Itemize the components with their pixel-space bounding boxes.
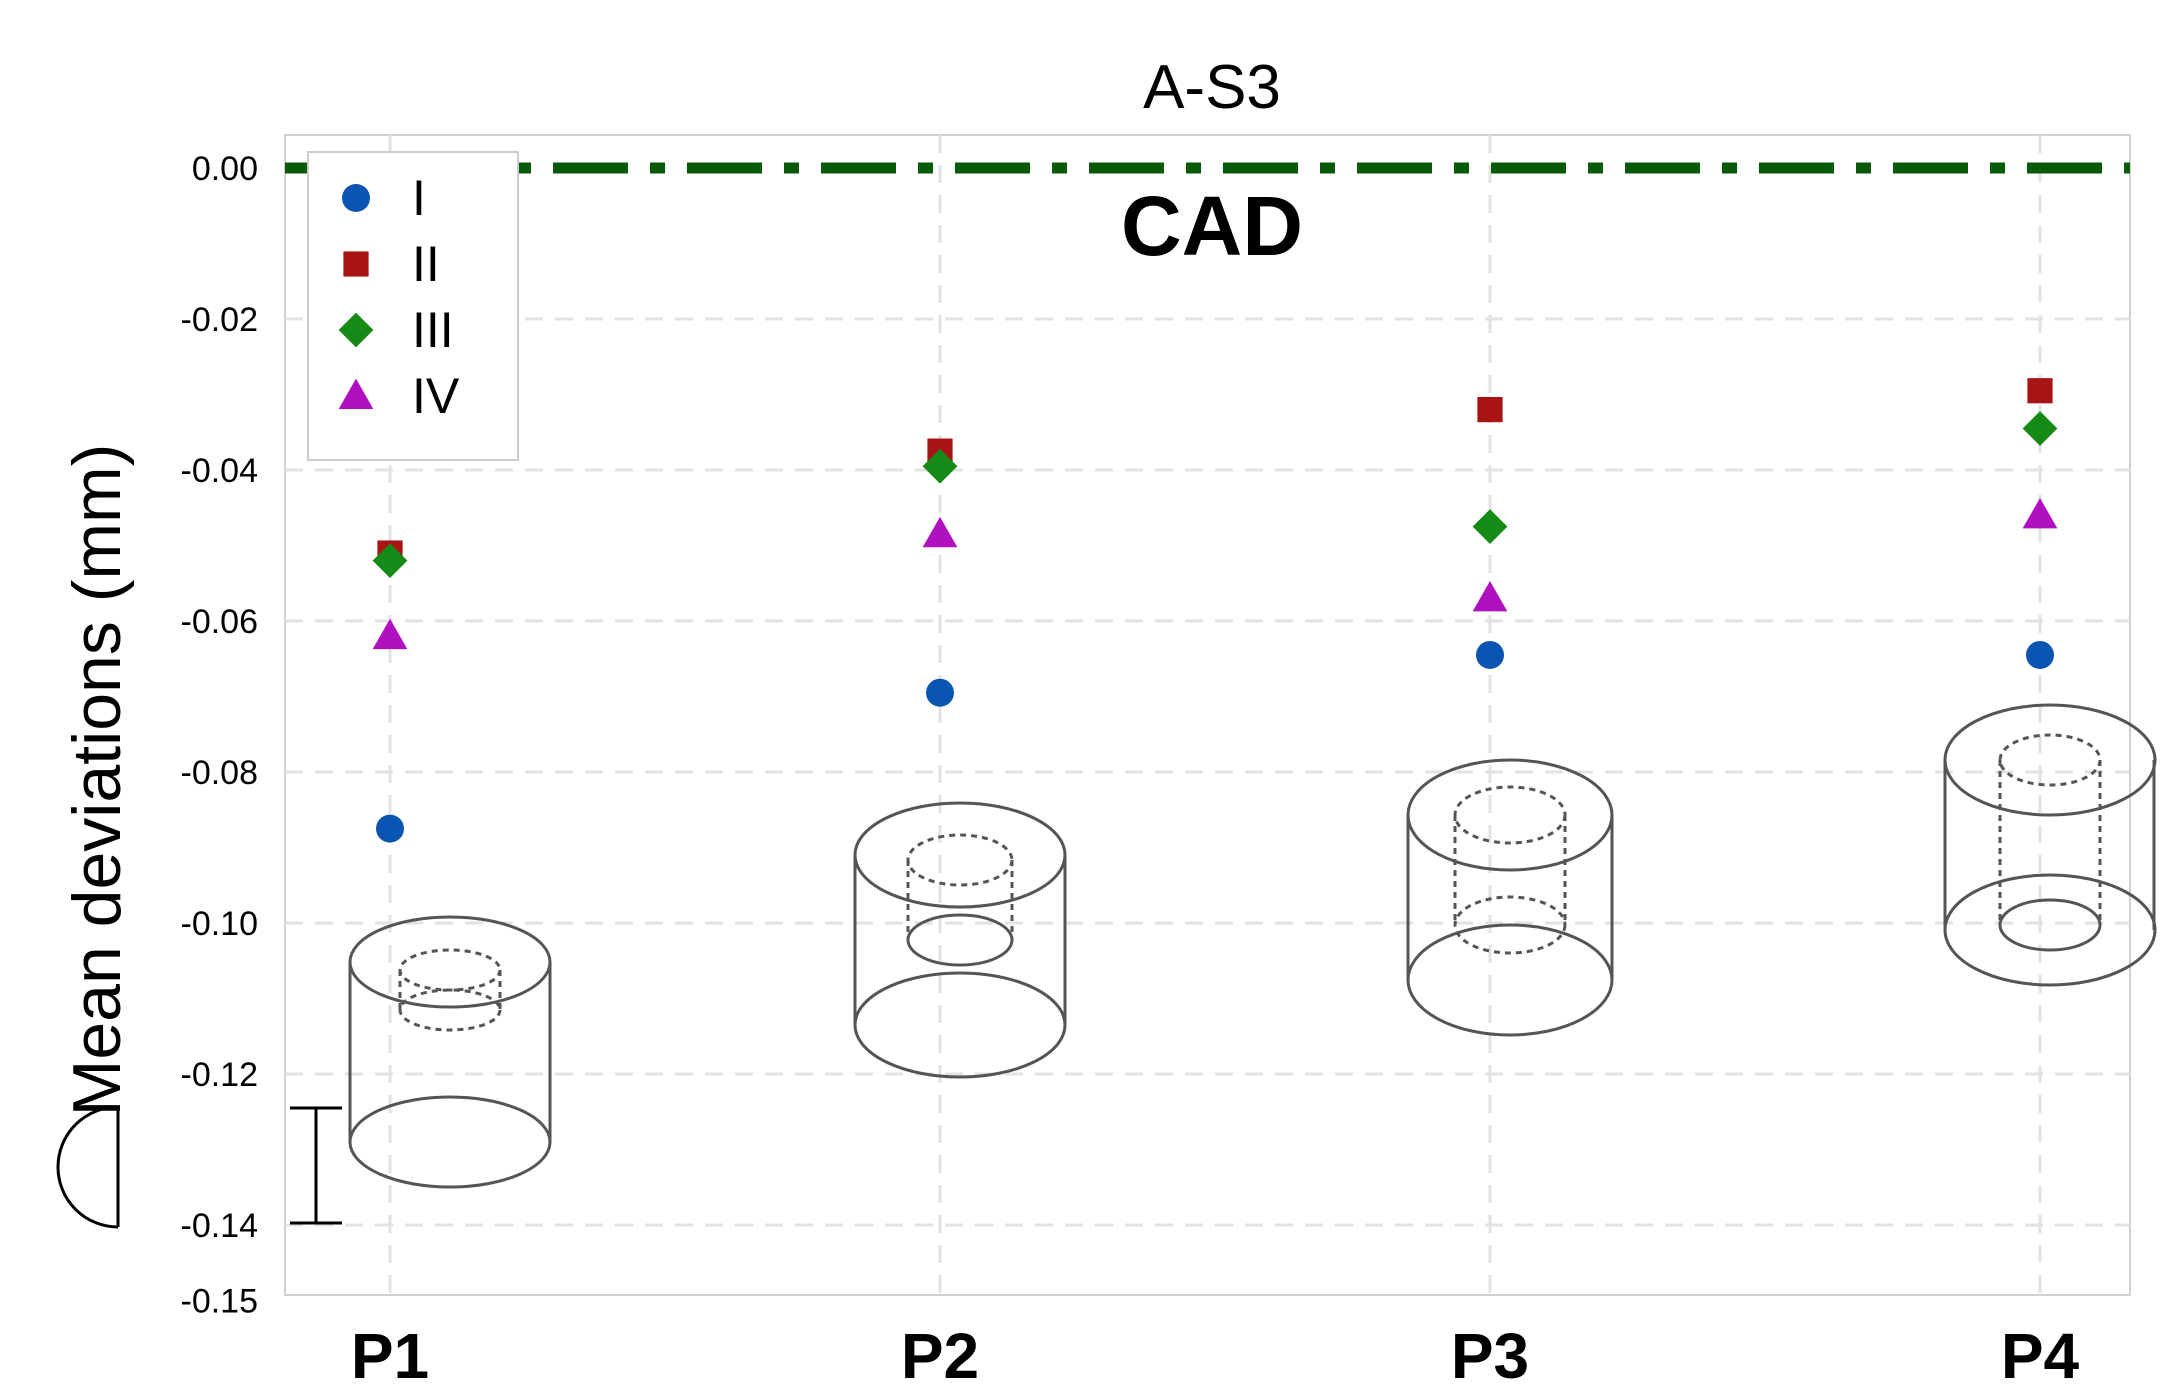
point-iii-p3 xyxy=(1472,509,1508,544)
point-iii-p2 xyxy=(922,448,958,484)
y-tick-label: -0.02 xyxy=(181,301,259,339)
point-iv-p1 xyxy=(372,618,408,650)
point-ii-p4 xyxy=(2027,378,2053,404)
y-axis-label: Mean deviations (mm) xyxy=(59,444,135,1117)
point-ii-p3 xyxy=(1477,397,1503,423)
legend-marker-iii xyxy=(338,312,374,348)
x-tick-label: P1 xyxy=(351,1320,429,1392)
part-illustration-p4 xyxy=(1943,703,2157,987)
legend-marker-iv xyxy=(338,378,374,410)
y-tick-label: -0.04 xyxy=(181,452,259,490)
y-tick-label: 0.00 xyxy=(192,150,258,188)
part-illustration-p1 xyxy=(348,915,552,1189)
y-tick-label: -0.15 xyxy=(181,1283,259,1321)
point-iv-p4 xyxy=(2022,497,2058,529)
y-tick-labels: 0.00 -0.02 -0.04 -0.06 -0.08 -0.10 -0.12 -0.14 -… xyxy=(181,150,259,1321)
point-iv-p2 xyxy=(922,516,958,548)
plot-area xyxy=(284,134,2131,1296)
legend-label: II xyxy=(412,236,440,292)
y-tick-label: -0.06 xyxy=(181,603,259,641)
part-illustration-p3 xyxy=(1406,758,1614,1037)
chart-title: A-S3 xyxy=(1143,53,1281,122)
y-tick-label: -0.08 xyxy=(181,754,259,792)
legend-label: III xyxy=(412,302,454,358)
x-tick-labels: P1 P2 P3 P4 xyxy=(351,1320,2080,1392)
legend-marker-i xyxy=(342,184,370,212)
dimension-symbol-icon xyxy=(56,1105,342,1229)
cad-label: CAD xyxy=(1121,179,1303,273)
point-iii-p4 xyxy=(2022,411,2058,446)
point-i-p4 xyxy=(2026,640,2054,669)
part-illustration-p2 xyxy=(853,801,1067,1079)
legend-label: IV xyxy=(412,368,460,424)
point-iii-p1 xyxy=(372,543,408,578)
x-tick-label: P2 xyxy=(901,1320,979,1392)
x-tick-label: P4 xyxy=(2001,1320,2080,1392)
x-tick-label: P3 xyxy=(1451,1320,1529,1392)
data-points xyxy=(372,378,2058,843)
point-i-p1 xyxy=(376,814,404,843)
y-tick-label: -0.10 xyxy=(181,905,259,943)
point-i-p2 xyxy=(926,678,954,707)
y-tick-label: -0.14 xyxy=(181,1207,259,1245)
legend-marker-ii xyxy=(343,251,369,277)
grid-lines xyxy=(285,135,2130,1295)
legend-label: I xyxy=(412,170,426,226)
point-i-p3 xyxy=(1476,640,1504,669)
point-iv-p3 xyxy=(1472,580,1508,612)
y-tick-label: -0.12 xyxy=(181,1056,259,1094)
